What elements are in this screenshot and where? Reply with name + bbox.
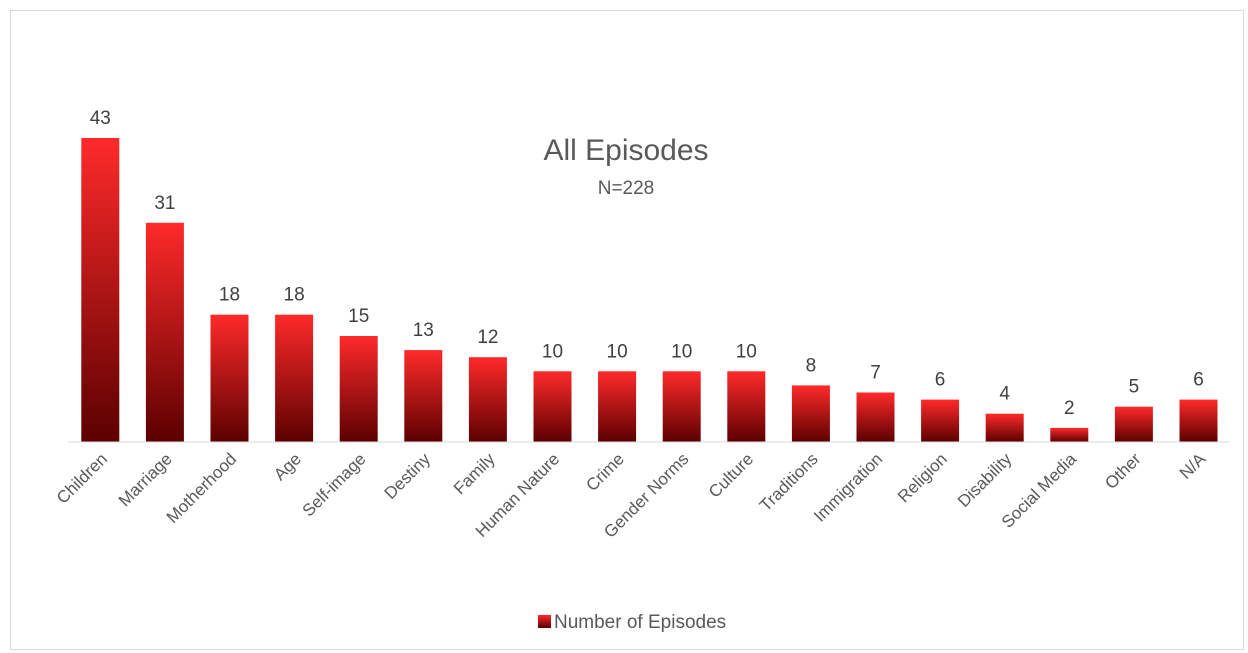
chart-title: All Episodes — [543, 134, 708, 167]
bar — [662, 371, 701, 442]
bar — [1050, 427, 1089, 442]
bar — [598, 371, 637, 442]
value-label: 8 — [806, 355, 817, 376]
value-labels-group: 43 31 18 18 15 13 12 10 10 10 10 8 7 6 4 2 5 6 — [90, 108, 1204, 419]
category-label: Crime — [582, 449, 627, 494]
category-label: Marriage — [115, 449, 176, 510]
category-label: Family — [450, 449, 499, 498]
value-label: 12 — [477, 327, 498, 348]
value-label: 18 — [284, 285, 305, 306]
value-label: 43 — [90, 108, 111, 129]
category-label: Disability — [954, 449, 1016, 511]
legend-swatch — [538, 615, 551, 628]
chart-subtitle: N=228 — [598, 178, 655, 199]
value-label: 4 — [999, 384, 1010, 405]
value-label: 6 — [1193, 370, 1204, 391]
category-label: N/A — [1176, 449, 1210, 483]
category-label: Traditions — [756, 449, 822, 515]
value-label: 10 — [542, 341, 563, 362]
bar — [145, 222, 184, 442]
bar — [533, 371, 572, 442]
bar — [727, 371, 766, 442]
bar — [275, 314, 314, 442]
bar — [81, 138, 120, 442]
value-label: 18 — [219, 285, 240, 306]
category-label: Destiny — [381, 449, 435, 503]
category-label: Motherhood — [163, 449, 241, 527]
bar — [404, 350, 443, 442]
bar — [210, 314, 249, 442]
value-label: 31 — [154, 193, 175, 214]
category-label: Other — [1101, 449, 1145, 493]
bar — [1114, 406, 1153, 442]
bar — [339, 336, 378, 442]
value-label: 15 — [348, 306, 369, 327]
value-label: 10 — [736, 341, 757, 362]
category-label: Age — [270, 449, 305, 484]
category-label: Self-image — [299, 449, 370, 520]
value-label: 2 — [1064, 398, 1075, 419]
value-label: 6 — [935, 370, 946, 391]
category-label: Immigration — [810, 449, 886, 525]
bar — [985, 413, 1024, 442]
bar — [921, 399, 960, 442]
bars-group — [81, 138, 1218, 442]
bar — [1179, 399, 1218, 442]
category-label: Religion — [894, 449, 951, 506]
value-label: 5 — [1129, 377, 1140, 398]
legend: Number of Episodes — [538, 612, 726, 633]
bar — [468, 357, 507, 442]
value-label: 13 — [413, 320, 434, 341]
legend-label: Number of Episodes — [554, 612, 726, 633]
bar — [791, 385, 830, 442]
bar — [856, 392, 895, 442]
value-label: 10 — [671, 341, 692, 362]
value-label: 10 — [607, 341, 628, 362]
category-label: Children — [53, 449, 111, 507]
value-label: 7 — [870, 363, 881, 384]
category-label: Culture — [705, 449, 757, 501]
